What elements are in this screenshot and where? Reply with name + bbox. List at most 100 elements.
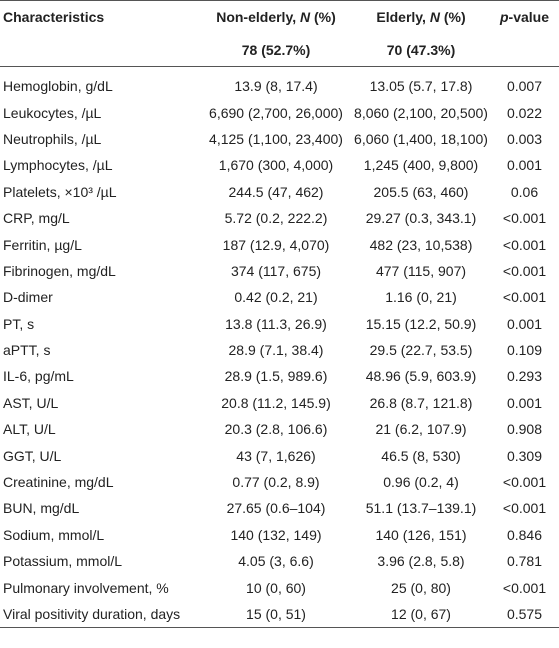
table-cell: 8,060 (2,100, 20,500) — [354, 104, 488, 121]
header-row: Characteristics Non-elderly, N (%) Elder… — [0, 1, 559, 34]
table-cell: Hemoglobin, g/dL — [3, 78, 113, 95]
header-text: N — [299, 9, 311, 25]
header-text: -value — [508, 9, 550, 25]
table-cell: 0.06 — [510, 183, 539, 200]
table-cell: BUN, mg/dL — [3, 500, 80, 517]
table-cell: 1,670 (300, 4,000) — [218, 157, 334, 174]
table-row: IL-6, pg/mL 28.9 (1.5, 989.6) 48.96 (5.9, … — [0, 363, 559, 389]
table-cell: 5.72 (0.2, 222.2) — [224, 210, 328, 227]
table-cell: <0.001 — [502, 289, 547, 306]
header-text: (%) — [439, 9, 466, 25]
header-row: 78 (52.7%) 70 (47.3%) — [0, 33, 559, 67]
header-text: Non-elderly, — [216, 9, 300, 25]
table-cell: 0.293 — [506, 368, 543, 385]
table-cell: 15 (0, 51) — [246, 606, 306, 622]
table-cell: <0.001 — [502, 500, 547, 517]
table-cell: 0.96 (0.2, 4) — [383, 474, 459, 491]
table-cell: ALT, U/L — [3, 421, 56, 438]
table-cell: 20.8 (11.2, 145.9) — [221, 394, 331, 411]
table-cell: 21 (6.2, 107.9) — [375, 421, 467, 438]
header-text: N — [429, 9, 440, 25]
table-cell: 477 (115, 907) — [375, 262, 467, 279]
header-cell: 78 (52.7%) — [241, 41, 311, 58]
table-cell: aPTT, s — [3, 342, 51, 359]
table-row: Fibrinogen, mg/dL 374 (117, 675) 477 (115,… — [0, 258, 559, 284]
table-cell: 0.77 (0.2, 8.9) — [232, 474, 320, 491]
table-cell: Platelets, ×10³ /µL — [3, 183, 117, 200]
table-cell: 0.109 — [506, 342, 543, 359]
table-row: Ferritin, µg/L 187 (12.9, 4,070) 482 (23, … — [0, 231, 559, 257]
table-cell: <0.001 — [502, 262, 547, 279]
table-cell: 1.16 (0, 21) — [385, 289, 457, 306]
table-cell: Potassium, mmol/L — [3, 553, 123, 570]
table-cell: 43 (7, 1,626) — [236, 447, 316, 464]
table-cell: 29.27 (0.3, 343.1) — [365, 210, 477, 227]
table-cell: 0.007 — [506, 78, 543, 95]
table-cell: <0.001 — [502, 236, 547, 253]
table-row: Potassium, mmol/L 4.05 (3, 6.6) 3.96 (2.8,… — [0, 548, 559, 574]
table-cell: 0.001 — [506, 157, 543, 174]
table-cell: D-dimer — [3, 289, 53, 306]
table-cell: AST, U/L — [3, 394, 59, 411]
table-row: Lymphocytes, /µL 1,670 (300, 4,000) 1,245 … — [0, 152, 559, 178]
table-row: PT, s 13.8 (11.3, 26.9) 15.15 (12.2, 50.9)… — [0, 311, 559, 337]
table-cell: 28.9 (7.1, 38.4) — [228, 342, 324, 359]
table-cell: 0.575 — [506, 606, 543, 622]
table-cell: 48.96 (5.9, 603.9) — [365, 368, 477, 385]
table-cell: <0.001 — [502, 210, 547, 227]
data-table: Characteristics Non-elderly, N (%) Elder… — [0, 0, 559, 629]
table-cell: 15.15 (12.2, 50.9) — [365, 315, 477, 332]
header-cell: 70 (47.3%) — [386, 41, 456, 58]
table-cell: 140 (132, 149) — [230, 526, 322, 543]
header-text: Elderly, — [376, 9, 430, 25]
table-cell: 4.05 (3, 6.6) — [238, 553, 314, 570]
header-cell: p-value — [490, 1, 559, 34]
table-cell: Sodium, mmol/L — [3, 526, 105, 543]
table-cell: Lymphocytes, /µL — [3, 157, 113, 174]
header-cell: Non-elderly, N (%) — [200, 1, 352, 34]
table-cell: 140 (126, 151) — [375, 526, 467, 543]
table-row: Leukocytes, /µL 6,690 (2,700, 26,000) 8,06… — [0, 99, 559, 125]
table-cell: Viral positivity duration, days — [3, 606, 181, 622]
table-cell: <0.001 — [502, 579, 547, 596]
table-cell: 6,690 (2,700, 26,000) — [209, 104, 343, 121]
table-row: Viral positivity duration, days 15 (0, 51… — [0, 601, 559, 628]
table-cell: 26.8 (8.7, 121.8) — [369, 394, 473, 411]
table-cell: 51.1 (13.7–139.1) — [365, 500, 477, 517]
table-cell: 0.908 — [506, 421, 543, 438]
table-cell: Pulmonary involvement, % — [3, 579, 169, 596]
table-cell: 4,125 (1,100, 23,400) — [209, 130, 343, 147]
table-cell: 27.65 (0.6–104) — [226, 500, 326, 517]
table-row: CRP, mg/L 5.72 (0.2, 222.2) 29.27 (0.3, 34… — [0, 205, 559, 231]
table-cell: Ferritin, µg/L — [3, 236, 82, 253]
table-cell: 0.022 — [506, 104, 543, 121]
table-row: Neutrophils, /µL 4,125 (1,100, 23,400) 6,0… — [0, 126, 559, 152]
table-cell: 244.5 (47, 462) — [228, 183, 324, 200]
table-cell: PT, s — [3, 315, 35, 332]
table-cell: 0.001 — [506, 315, 543, 332]
table-cell: Creatinine, mg/dL — [3, 474, 114, 491]
table-cell: 12 (0, 67) — [391, 606, 451, 622]
table-row: ALT, U/L 20.3 (2.8, 106.6) 21 (6.2, 107.9)… — [0, 416, 559, 442]
table-cell: 28.9 (1.5, 989.6) — [224, 368, 328, 385]
header-text: (%) — [310, 9, 336, 25]
table-cell: IL-6, pg/mL — [3, 368, 74, 385]
table-cell: 10 (0, 60) — [246, 579, 306, 596]
table-cell: 29.5 (22.7, 53.5) — [369, 342, 473, 359]
table-cell: 25 (0, 80) — [391, 579, 451, 596]
table-row: Platelets, ×10³ /µL 244.5 (47, 462) 205.5 … — [0, 179, 559, 205]
table-cell: 0.003 — [506, 130, 543, 147]
table-row: D-dimer 0.42 (0.2, 21) 1.16 (0, 21) <0.001 — [0, 284, 559, 310]
table-cell: 0.309 — [506, 447, 543, 464]
header-cell: Characteristics — [3, 9, 105, 25]
table-row: GGT, U/L 43 (7, 1,626) 46.5 (8, 530) 0.309 — [0, 442, 559, 468]
table-cell: 187 (12.9, 4,070) — [222, 236, 330, 253]
table-cell: Fibrinogen, mg/dL — [3, 262, 116, 279]
table-cell: 13.9 (8, 17.4) — [234, 78, 318, 95]
table-cell: 13.05 (5.7, 17.8) — [369, 78, 473, 95]
table-row: Pulmonary involvement, % 10 (0, 60) 25 (0,… — [0, 574, 559, 600]
table-cell: 1,245 (400, 9,800) — [363, 157, 479, 174]
table-cell: <0.001 — [502, 474, 547, 491]
table-row: AST, U/L 20.8 (11.2, 145.9) 26.8 (8.7, 121… — [0, 390, 559, 416]
